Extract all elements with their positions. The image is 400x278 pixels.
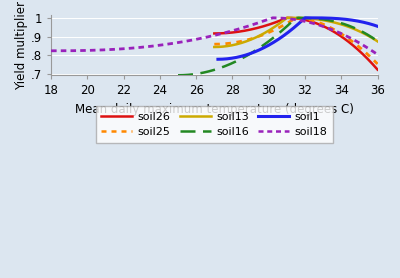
Y-axis label: Yield multiplier: Yield multiplier (15, 1, 28, 90)
Legend: soil26, soil25, soil13, soil16, soil1, soil18: soil26, soil25, soil13, soil16, soil1, s… (96, 106, 333, 143)
X-axis label: Mean daily maximum temperature (degrees C): Mean daily maximum temperature (degrees … (75, 103, 354, 116)
